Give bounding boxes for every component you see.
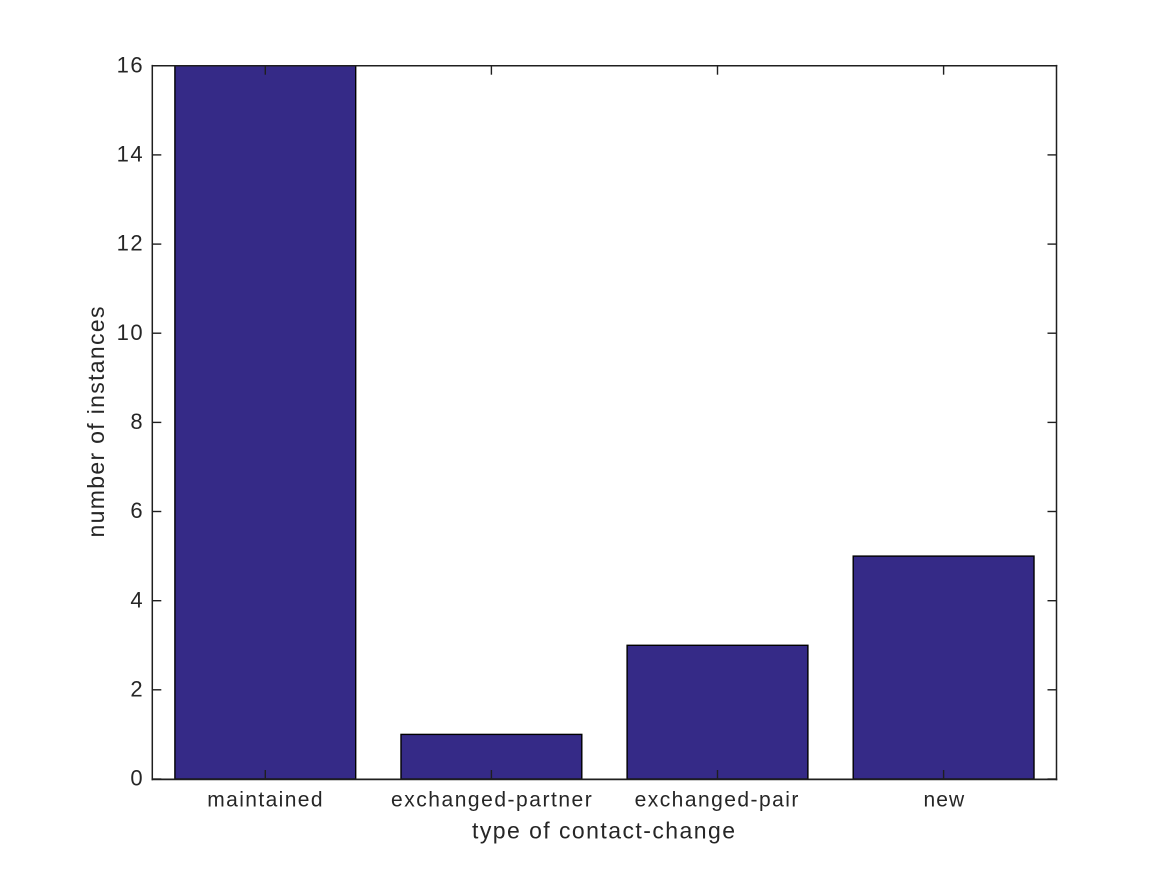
svg-text:10: 10 [117, 320, 143, 345]
svg-text:type of contact-change: type of contact-change [472, 817, 735, 843]
svg-text:new: new [923, 789, 965, 812]
svg-text:16: 16 [117, 52, 143, 77]
svg-text:8: 8 [130, 409, 142, 434]
svg-text:2: 2 [130, 676, 142, 701]
svg-text:12: 12 [117, 231, 143, 256]
svg-text:14: 14 [117, 142, 143, 167]
svg-text:maintained: maintained [207, 789, 322, 812]
svg-text:number of instances: number of instances [83, 307, 109, 538]
svg-text:4: 4 [130, 587, 142, 612]
svg-text:exchanged-pair: exchanged-pair [635, 789, 799, 812]
svg-text:exchanged-partner: exchanged-partner [391, 789, 592, 812]
svg-text:6: 6 [130, 498, 142, 523]
svg-text:0: 0 [130, 766, 142, 791]
